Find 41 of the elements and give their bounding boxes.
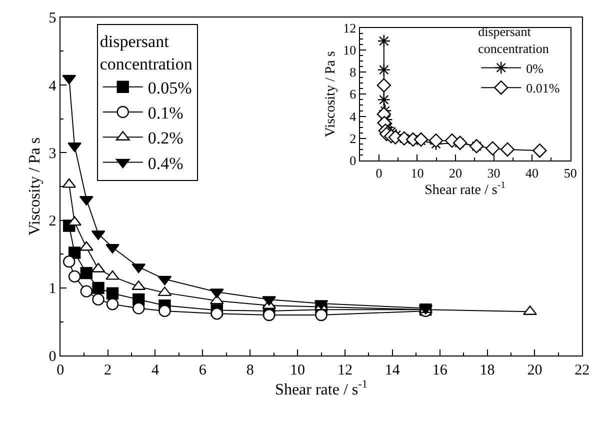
y-tick-label: 8 bbox=[350, 64, 356, 80]
y-tick-label: 3 bbox=[48, 146, 56, 162]
y-tick-label: 5 bbox=[48, 10, 56, 27]
x-tick-label: 50 bbox=[564, 165, 577, 180]
y-tick-label: 10 bbox=[343, 42, 356, 58]
y-tick-label: 4 bbox=[48, 78, 57, 94]
legend-label: 0% bbox=[526, 60, 544, 76]
x-tick-label: 40 bbox=[526, 165, 539, 180]
x-axis-title: Shear rate / s$^{-1}$ bbox=[424, 180, 506, 198]
x-tick-label: 10 bbox=[290, 362, 306, 379]
x-tick-label: 22 bbox=[574, 362, 590, 379]
x-tick-label: 18 bbox=[480, 362, 495, 379]
x-axis-title: Shear rate / s$^{-1}$ bbox=[275, 378, 368, 398]
x-tick-label: 6 bbox=[198, 362, 207, 379]
y-tick-label: 0 bbox=[48, 348, 56, 365]
y-axis-title: Viscosity / Pa s bbox=[324, 51, 339, 138]
x-tick-label: 4 bbox=[151, 362, 160, 379]
legend-label: 0.2% bbox=[148, 128, 184, 148]
x-tick-label: 2 bbox=[104, 362, 112, 379]
x-tick-label: 14 bbox=[384, 362, 400, 379]
x-tick-label: 20 bbox=[448, 165, 462, 180]
x-tick-label: 16 bbox=[432, 362, 448, 379]
legend-label: 0.01% bbox=[526, 80, 560, 96]
y-tick-label: 2 bbox=[350, 130, 356, 146]
legend-label: 0.4% bbox=[148, 154, 184, 173]
y-tick-label: 6 bbox=[350, 86, 357, 102]
x-tick-label: 8 bbox=[246, 362, 254, 379]
legend-label: 0.05% bbox=[148, 78, 192, 98]
x-tick-label: 10 bbox=[410, 165, 424, 180]
y-tick-label: 12 bbox=[343, 20, 356, 36]
y-tick-label: 4 bbox=[350, 108, 357, 124]
x-tick-label: 30 bbox=[487, 165, 500, 180]
legend-title: dispersant concentration bbox=[478, 24, 550, 56]
x-tick-label: 20 bbox=[527, 362, 542, 379]
legend-title: dispersant concentration bbox=[100, 32, 193, 74]
y-axis-title: Viscosity / Pa s bbox=[26, 137, 44, 236]
y-tick-label: 0 bbox=[350, 153, 356, 168]
x-tick-label: 0 bbox=[376, 165, 382, 180]
y-tick-label: 1 bbox=[48, 281, 56, 298]
legend-label: 0.1% bbox=[148, 104, 184, 123]
y-tick-label: 2 bbox=[48, 214, 56, 230]
